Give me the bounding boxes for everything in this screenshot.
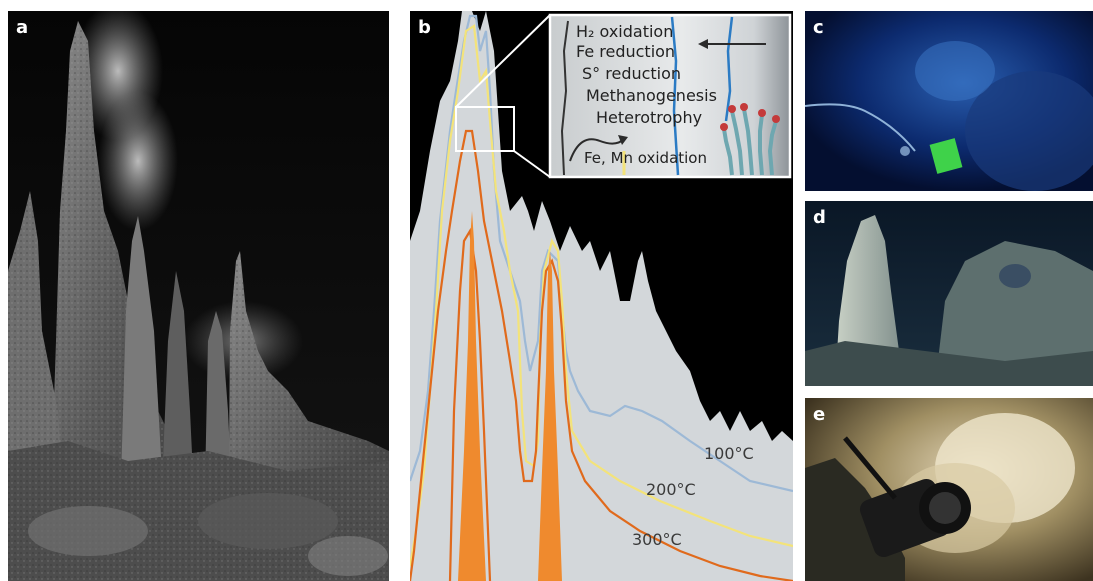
panel-d-photo: d: [805, 201, 1093, 386]
chimney-field-photo: [8, 11, 389, 581]
chimney-cross-section: H₂ oxidation Fe reduction S° reduction M…: [410, 11, 793, 581]
isotherm-300-line: [410, 129, 793, 581]
inset-label-fe-mn-oxidation: Fe, Mn oxidation: [584, 149, 707, 167]
fish: [999, 264, 1031, 288]
fluid-channel-secondary: [538, 251, 562, 581]
inset-label-h2-oxidation: H₂ oxidation: [576, 22, 673, 41]
camera-housing: [843, 436, 971, 558]
panel-c-photo: c: [805, 11, 1093, 191]
tube-worm-plumes: [720, 103, 780, 131]
inset-label-methanogenesis: Methanogenesis: [586, 86, 717, 105]
inset-blue-line-right: [724, 16, 734, 122]
isotherm-label-100: 100°C: [704, 444, 754, 463]
panel-e-photo: e: [805, 398, 1093, 581]
chimney-body: [410, 11, 793, 581]
tether-cable: [805, 103, 916, 152]
panel-b-label: b: [418, 17, 431, 38]
sampling-photo: [805, 398, 1093, 581]
isotherm-100-line: [410, 14, 793, 493]
inset-label-heterotrophy: Heterotrophy: [596, 108, 702, 127]
inset-blue-line-left: [670, 16, 680, 176]
panel-a-label: a: [16, 17, 29, 38]
white-chimney-photo: [805, 201, 1093, 386]
inset-wall-line: [560, 20, 569, 176]
panel-b-diagram: H₂ oxidation Fe reduction S° reduction M…: [410, 11, 793, 581]
isotherm-label-300: 300°C: [632, 530, 682, 549]
isotherm-label-200: 200°C: [646, 480, 696, 499]
inset-label-fe-reduction: Fe reduction: [576, 42, 675, 61]
tube-worms: [722, 108, 778, 176]
fluid-channel-main: [458, 211, 486, 581]
zoom-box: [455, 106, 515, 152]
panel-a-photo: a: [8, 11, 389, 581]
isotherm-300-inner-line: [448, 227, 492, 581]
rov-deployment-photo: [805, 11, 1093, 191]
inset-label-s-reduction: S° reduction: [582, 64, 681, 83]
green-sampler: [929, 138, 963, 174]
inset-curved-arrow: [569, 138, 625, 162]
panel-d-label: d: [813, 207, 826, 228]
isotherm-200-line: [410, 24, 793, 567]
panel-c-label: c: [813, 17, 824, 38]
panel-e-label: e: [813, 404, 826, 425]
